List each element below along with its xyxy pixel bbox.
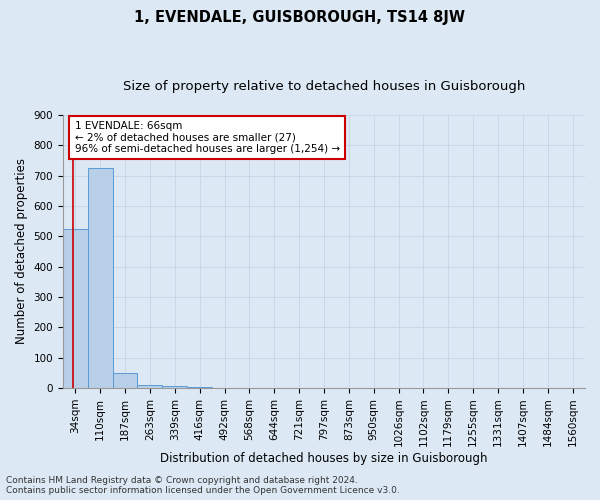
Y-axis label: Number of detached properties: Number of detached properties: [15, 158, 28, 344]
Title: Size of property relative to detached houses in Guisborough: Size of property relative to detached ho…: [123, 80, 525, 93]
Bar: [163, 386, 187, 388]
Bar: [88, 168, 113, 388]
Text: 1 EVENDALE: 66sqm
← 2% of detached houses are smaller (27)
96% of semi-detached : 1 EVENDALE: 66sqm ← 2% of detached house…: [74, 121, 340, 154]
Bar: [113, 374, 137, 388]
Bar: [63, 229, 88, 388]
Bar: [137, 385, 163, 388]
Text: Contains HM Land Registry data © Crown copyright and database right 2024.
Contai: Contains HM Land Registry data © Crown c…: [6, 476, 400, 495]
Text: 1, EVENDALE, GUISBOROUGH, TS14 8JW: 1, EVENDALE, GUISBOROUGH, TS14 8JW: [134, 10, 466, 25]
X-axis label: Distribution of detached houses by size in Guisborough: Distribution of detached houses by size …: [160, 452, 488, 465]
